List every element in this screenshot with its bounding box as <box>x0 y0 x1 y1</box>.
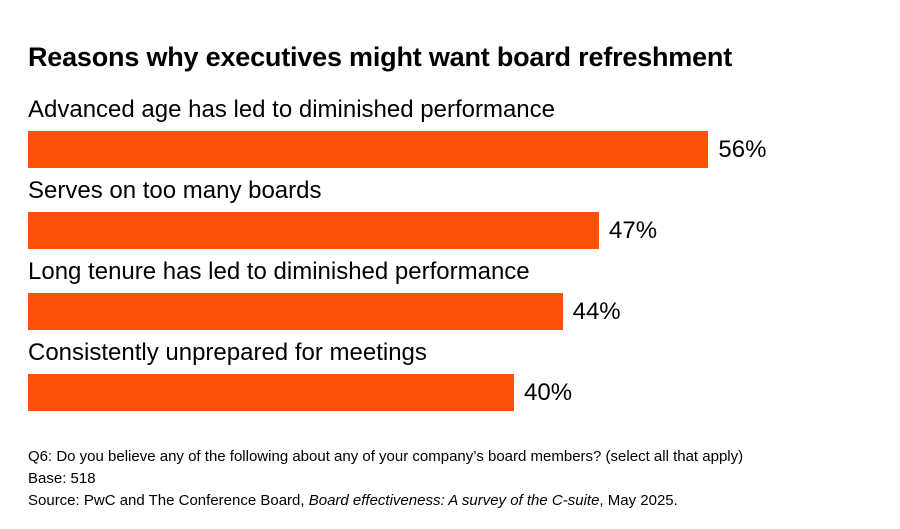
source-title: Board effectiveness: A survey of the C-s… <box>308 492 600 509</box>
source-prefix: Source: PwC and The Conference Board, <box>28 492 309 509</box>
bar <box>28 131 709 168</box>
bar-label: Consistently unprepared for meetings <box>28 339 427 366</box>
bar <box>28 212 600 249</box>
bar-value-label: 44% <box>572 298 621 325</box>
bar-value-label: 56% <box>718 136 767 163</box>
source-line: Source: PwC and The Conference Board, Bo… <box>28 490 743 512</box>
bar-label: Serves on too many boards <box>28 177 322 204</box>
bar <box>28 293 563 330</box>
survey-base: Base: 518 <box>28 470 96 487</box>
footnotes: Q6: Do you believe any of the following … <box>28 446 743 512</box>
bar-chart: Advanced age has led to diminished perfo… <box>28 96 767 411</box>
bar-value-label: 47% <box>609 217 658 244</box>
source-suffix: , May 2025. <box>599 492 678 509</box>
survey-question: Q6: Do you believe any of the following … <box>28 448 744 465</box>
bar <box>28 374 514 411</box>
bar-label: Long tenure has led to diminished perfor… <box>28 258 530 285</box>
bar-label: Advanced age has led to diminished perfo… <box>28 96 555 123</box>
chart-title: Reasons why executives might want board … <box>28 42 733 72</box>
bar-value-label: 40% <box>524 379 573 406</box>
